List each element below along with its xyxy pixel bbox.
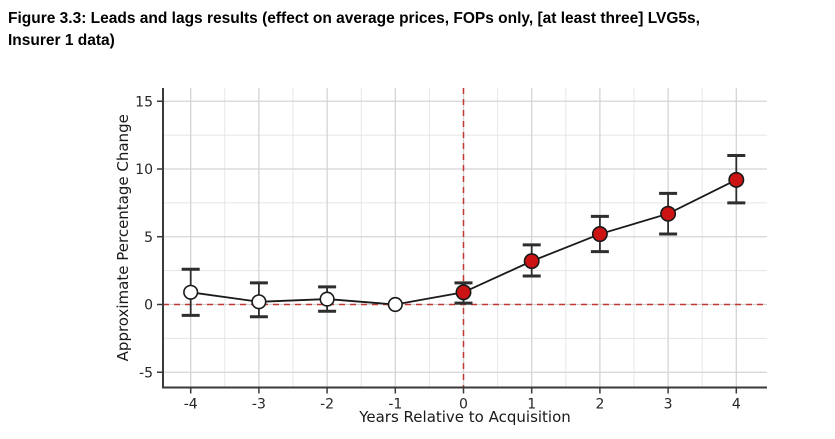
data-point-filled: [660, 205, 677, 222]
data-point-open: [387, 296, 403, 313]
data-point-filled: [455, 284, 472, 301]
y-tick-label: 15: [135, 94, 153, 110]
figure-caption-line-1: Figure 3.3: Leads and lags results (effe…: [8, 10, 700, 27]
figure-caption: Figure 3.3: Leads and lags results (effe…: [0, 0, 835, 52]
y-tick-label: 0: [144, 298, 153, 314]
chart-svg: -5 0 5 10 15 -4 -3 -2 -1 0 1 2 3 4 Approximate Percent…: [114, 88, 767, 426]
data-point-filled: [523, 253, 540, 270]
y-tick-label: 5: [144, 230, 153, 246]
y-tick-label: -5: [139, 365, 153, 381]
chart-container: -5 0 5 10 15 -4 -3 -2 -1 0 1 2 3 4 Approximate Percent…: [0, 69, 835, 439]
data-point-open: [251, 294, 267, 310]
y-axis-title: Approximate Percentage Change: [114, 114, 132, 361]
x-tick-label: -4: [184, 397, 198, 413]
x-tick-label: 4: [732, 397, 741, 413]
x-tick-label: 3: [664, 397, 673, 413]
data-point-open: [319, 291, 335, 307]
x-tick-label: -2: [320, 397, 334, 413]
x-axis-title: Years Relative to Acquisition: [358, 408, 571, 426]
x-tick-label: 0: [459, 397, 468, 413]
data-point-filled: [728, 171, 745, 188]
figure-caption-line-2: Insurer 1 data): [8, 32, 115, 49]
x-tick-label: -1: [388, 397, 402, 413]
data-point-open: [183, 284, 199, 300]
x-tick-label: -3: [252, 397, 266, 413]
y-tick-label: 10: [135, 162, 153, 178]
x-tick-label: 1: [527, 397, 536, 413]
data-point-filled: [591, 226, 608, 243]
x-tick-label: 2: [595, 397, 604, 413]
